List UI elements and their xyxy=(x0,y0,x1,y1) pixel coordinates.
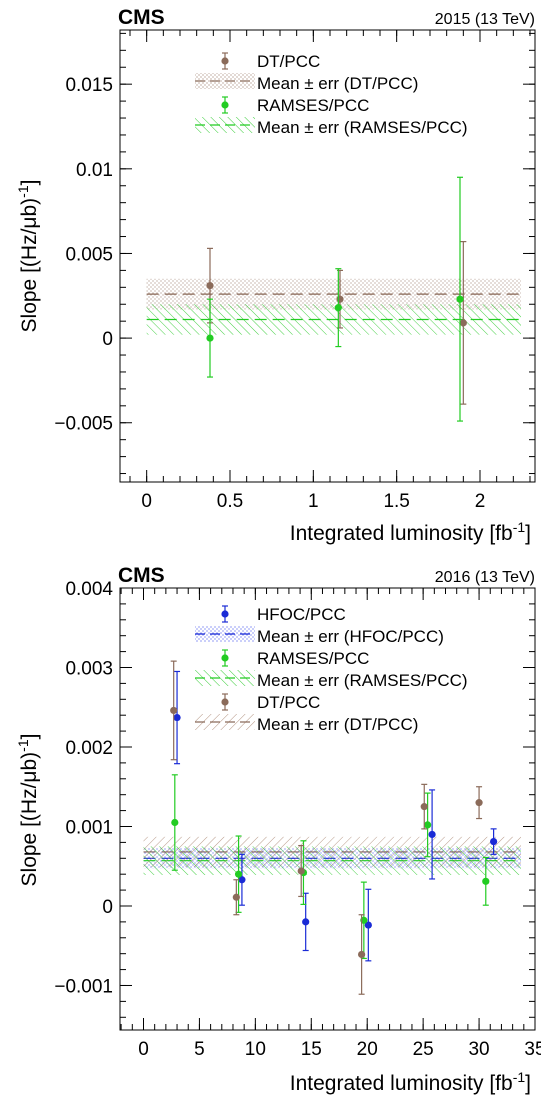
y-axis-label: Slope [(Hz/μb)-1] xyxy=(15,734,41,887)
x-axis-label: Integrated luminosity [fb-1] xyxy=(290,1069,531,1095)
data-point-ramses xyxy=(334,304,342,312)
y-tick-label: −0.005 xyxy=(54,414,113,435)
energy-label: 2016 (13 TeV) xyxy=(435,569,535,586)
data-points xyxy=(170,660,498,995)
y-axis: −0.001 0 0.001 0.002 0.003 0.004 xyxy=(54,579,535,1018)
y-tick-label: 0.001 xyxy=(65,817,113,838)
legend-marker-point xyxy=(221,698,229,706)
data-point-hfoc xyxy=(364,921,372,929)
legend-mean-label: Mean ± err (RAMSES/PCC) xyxy=(257,118,468,137)
legend-series-label: HFOC/PCC xyxy=(257,605,346,624)
data-point-hfoc xyxy=(490,837,498,846)
data-points xyxy=(206,176,467,422)
x-axis: 0 0.5 1 1.5 2 xyxy=(129,30,531,512)
x-tick-label: 20 xyxy=(357,1039,378,1060)
x-axis-label: Integrated luminosity [fb-1] xyxy=(290,519,531,545)
x-tick-label: 5 xyxy=(194,1039,205,1060)
data-point-dt xyxy=(232,893,240,901)
data-point-hfoc xyxy=(428,830,436,839)
x-tick-label: 1.5 xyxy=(383,491,409,512)
x-axis: 0 5 10 15 20 25 30 35 xyxy=(120,588,541,1060)
panel-2015: CMS 2015 (13 TeV) −0.00500.0050.010.015 … xyxy=(15,6,536,545)
x-tick-label: 0 xyxy=(138,1039,149,1060)
x-tick-label: 10 xyxy=(245,1039,266,1060)
x-tick-label: 2 xyxy=(475,491,486,512)
x-tick-label: 0 xyxy=(141,491,152,512)
x-tick-label: 1 xyxy=(308,491,319,512)
data-point-ramses xyxy=(234,870,243,878)
plot-frame xyxy=(119,587,536,1031)
x-tick-label: 35 xyxy=(524,1039,541,1060)
plot-frame xyxy=(119,29,536,483)
data-point-hfoc xyxy=(238,876,246,884)
data-point-ramses xyxy=(482,877,490,885)
panel-2016: CMS 2016 (13 TeV) −0.001 0 0.001 0.002 0.003… xyxy=(15,564,541,1095)
y-tick-label: 0.015 xyxy=(65,75,113,96)
y-axis: −0.005 0 0.005 0.01 0.015 xyxy=(54,32,535,475)
data-point-dt xyxy=(459,319,467,327)
y-tick-label: 0.004 xyxy=(65,579,113,600)
legend: HFOC/PCC Mean ± err (HFOC/PCC) RAMSES/PCC M… xyxy=(195,605,468,734)
legend-mean-label: Mean ± err (HFOC/PCC) xyxy=(257,627,444,646)
experiment-label: CMS xyxy=(118,564,165,587)
x-tick-label: 25 xyxy=(413,1039,434,1060)
legend-series-label: RAMSES/PCC xyxy=(257,96,369,115)
data-point-dt xyxy=(358,950,366,959)
y-tick-label: 0.01 xyxy=(76,160,113,181)
data-point-ramses xyxy=(206,334,214,342)
legend-mean-label: Mean ± err (DT/PCC) xyxy=(257,715,418,734)
x-tick-label: 15 xyxy=(301,1039,322,1060)
data-point-dt xyxy=(336,295,344,303)
legend-series-label: DT/PCC xyxy=(257,52,320,71)
y-tick-label: 0.005 xyxy=(65,244,113,265)
legend-marker-point xyxy=(221,101,229,109)
mean-bands xyxy=(146,278,521,335)
data-point-dt xyxy=(420,803,428,811)
data-point-dt xyxy=(170,706,178,715)
data-point-ramses xyxy=(456,295,464,303)
legend-mean-label: Mean ± err (DT/PCC) xyxy=(257,74,418,93)
energy-label: 2015 (13 TeV) xyxy=(435,11,535,28)
legend-series-label: DT/PCC xyxy=(257,693,320,712)
y-tick-label: 0 xyxy=(102,897,113,918)
data-point-dt xyxy=(206,282,214,290)
data-point-dt xyxy=(297,867,305,875)
data-point-ramses xyxy=(171,818,179,827)
legend: DT/PCC Mean ± err (DT/PCC) RAMSES/PCC Mean … xyxy=(195,52,468,137)
legend-marker-point xyxy=(221,610,229,618)
y-tick-label: 0.003 xyxy=(65,658,113,679)
y-tick-label: 0.002 xyxy=(65,738,113,759)
y-tick-label: 0 xyxy=(102,329,113,350)
y-tick-label: −0.001 xyxy=(54,976,113,997)
legend-mean-label: Mean ± err (RAMSES/PCC) xyxy=(257,671,468,690)
x-tick-label: 30 xyxy=(468,1039,489,1060)
data-point-hfoc xyxy=(302,918,310,926)
data-point-ramses xyxy=(424,821,432,829)
data-point-hfoc xyxy=(173,713,181,722)
experiment-label: CMS xyxy=(118,6,165,29)
data-point-dt xyxy=(475,799,483,807)
y-axis-label: Slope [(Hz/μb)-1] xyxy=(15,180,41,333)
legend-marker-point xyxy=(221,654,229,662)
legend-series-label: RAMSES/PCC xyxy=(257,649,369,668)
x-tick-label: 0.5 xyxy=(217,491,243,512)
mean-bands xyxy=(143,836,521,875)
legend-marker-point xyxy=(221,57,229,65)
